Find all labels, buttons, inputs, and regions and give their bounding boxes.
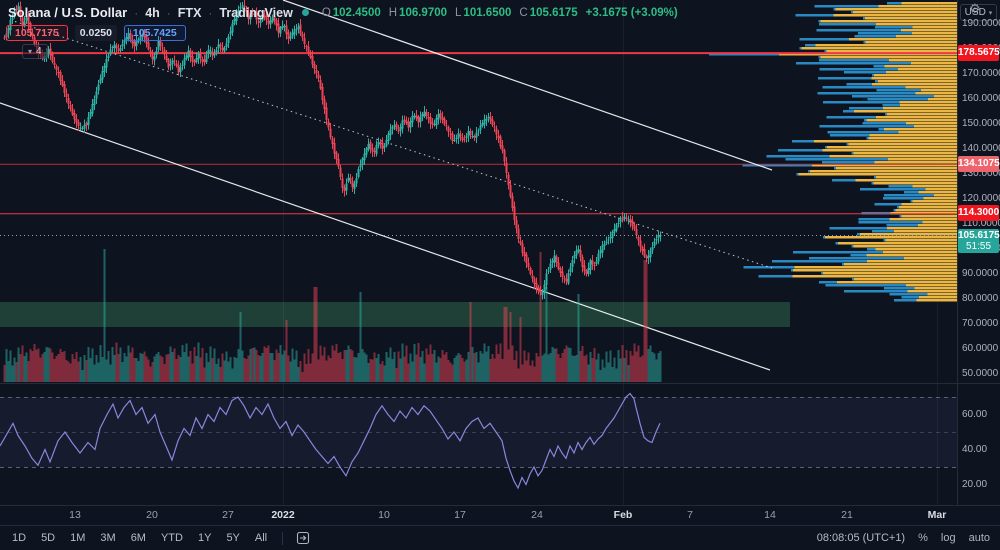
range-button-6m[interactable]: 6M	[130, 532, 146, 544]
range-button-3m[interactable]: 3M	[100, 532, 116, 544]
open-label: O	[321, 6, 331, 19]
time-axis-label: 10	[378, 509, 390, 521]
price-axis-tick: 160.0000	[962, 93, 1000, 104]
price-axis-tick: 190.0000	[962, 18, 1000, 29]
price-axis-tick: 90.0000	[962, 268, 999, 279]
range-button-all[interactable]: All	[254, 532, 268, 544]
price-axis-tick: 120.0000	[962, 193, 1000, 204]
rsi-axis-tick: 20.00	[962, 478, 988, 490]
close-label: C	[519, 6, 528, 19]
price-axis-tick: 140.0000	[962, 143, 1000, 154]
high-value: 106.9700	[399, 6, 448, 19]
symbol-title[interactable]: Solana / U.S. Dollar	[8, 5, 128, 20]
chevron-down-icon: ▾	[28, 46, 33, 56]
demand-zone[interactable]	[0, 302, 790, 327]
trade-panel: 105.7175 0.0250 105.7425	[6, 25, 186, 41]
trendline[interactable]	[0, 102, 771, 371]
time-axis-label: Mar	[927, 509, 947, 521]
chart-legend: Solana / U.S. Dollar · 4h · FTX · Tradin…	[8, 5, 678, 20]
open-value: 102.4500	[332, 6, 381, 19]
rsi-band	[0, 397, 957, 467]
chevron-down-icon: ▾	[988, 9, 993, 17]
market-status-dot	[301, 9, 309, 16]
date-range-switcher: 1D 5D 1M 3M 6M YTD 1Y 5Y All	[10, 530, 269, 546]
log-scale-button[interactable]: log	[940, 532, 956, 544]
time-axis-label: 2022	[271, 509, 295, 521]
spread-label: 0.0250	[74, 25, 117, 41]
price-axis-tick: 70.0000	[962, 318, 999, 329]
range-button-1d[interactable]: 1D	[12, 532, 27, 544]
candlestick-series	[3, 0, 662, 300]
toolbar-divider	[282, 531, 284, 545]
time-axis-label: 24	[531, 509, 543, 521]
price-axis[interactable]: USD ▾ 190.0000180.0000170.0000160.000015…	[958, 0, 1000, 525]
price-axis-tick: 150.0000	[962, 118, 1000, 129]
high-label: H	[388, 6, 398, 19]
time-axis-label: 14	[764, 509, 776, 521]
interval-label[interactable]: 4h	[145, 5, 160, 20]
bar-countdown: 51:55	[965, 240, 992, 252]
currency-label: USD	[964, 7, 986, 18]
indicators-count: 4	[36, 46, 42, 57]
time-axis-label: 27	[222, 509, 234, 521]
price-axis-tick: 60.0000	[962, 343, 999, 354]
price-axis-tick: 170.0000	[962, 68, 1000, 79]
ohlc-readout: O 102.4500 H 106.9700 L 101.6500 C 105.6175 …	[322, 7, 678, 19]
volume-profile	[709, 2, 957, 302]
time-axis-label: 17	[454, 509, 466, 521]
indicators-collapse-badge[interactable]: ▾ 4	[22, 44, 48, 59]
time-axis-label: 13	[69, 509, 81, 521]
range-button-5y[interactable]: 5Y	[226, 532, 240, 544]
provider-label[interactable]: TradingView	[219, 5, 293, 20]
range-button-1y[interactable]: 1Y	[197, 532, 212, 544]
time-axis-label: 20	[146, 509, 158, 521]
rsi-axis-tick: 60.00	[962, 408, 988, 420]
time-axis[interactable]: 13 20 27 2022 10 17 24 Feb 7 14 21 Mar	[0, 506, 1000, 525]
sell-price-button[interactable]: 105.7175	[6, 25, 68, 41]
separator: ·	[166, 5, 171, 20]
volume-series	[3, 249, 662, 382]
rsi-line[interactable]	[0, 392, 661, 490]
close-value: 105.6175	[529, 6, 578, 19]
last-price-label: 105.6175 51:55	[958, 228, 1000, 253]
price-level-label: 178.5675	[958, 44, 1000, 61]
time-axis-label: Feb	[613, 509, 633, 521]
price-level-label: 134.1075	[958, 155, 1000, 172]
price-axis-tick: 50.0000	[962, 368, 999, 379]
time-axis-label: 7	[687, 509, 693, 521]
price-axis-tick: 110.0000	[962, 218, 1000, 229]
range-button-ytd[interactable]: YTD	[160, 532, 183, 544]
low-value: 101.6500	[463, 6, 512, 19]
price-level-label: 114.3000	[958, 205, 999, 222]
low-label: L	[455, 6, 462, 19]
axis-settings-gear-icon[interactable]: ⚙	[969, 1, 981, 16]
trendline[interactable]	[282, 0, 773, 171]
bottom-toolbar: 1D 5D 1M 3M 6M YTD 1Y 5Y All 08:08:05 (UTC+1) % …	[0, 525, 1000, 550]
timezone-clock[interactable]: 08:08:05 (UTC+1)	[816, 532, 906, 544]
separator: ·	[208, 5, 213, 20]
time-axis-label: 21	[841, 509, 853, 521]
go-to-date-icon[interactable]	[296, 531, 310, 545]
currency-dropdown[interactable]: USD ▾	[960, 4, 997, 21]
buy-price-button[interactable]: 105.7425	[123, 25, 186, 41]
range-button-1m[interactable]: 1M	[70, 532, 86, 544]
exchange-label[interactable]: FTX	[177, 5, 202, 20]
range-button-5d[interactable]: 5D	[41, 532, 56, 544]
price-axis-tick: 130.0000	[962, 168, 1000, 179]
separator: ·	[134, 5, 139, 20]
price-axis-tick: 80.0000	[962, 293, 999, 304]
percent-scale-button[interactable]: %	[918, 532, 928, 544]
auto-scale-button[interactable]: auto	[968, 532, 990, 544]
change-value: +3.1675 (+3.09%)	[585, 6, 678, 19]
rsi-axis-tick: 40.00	[962, 443, 988, 455]
